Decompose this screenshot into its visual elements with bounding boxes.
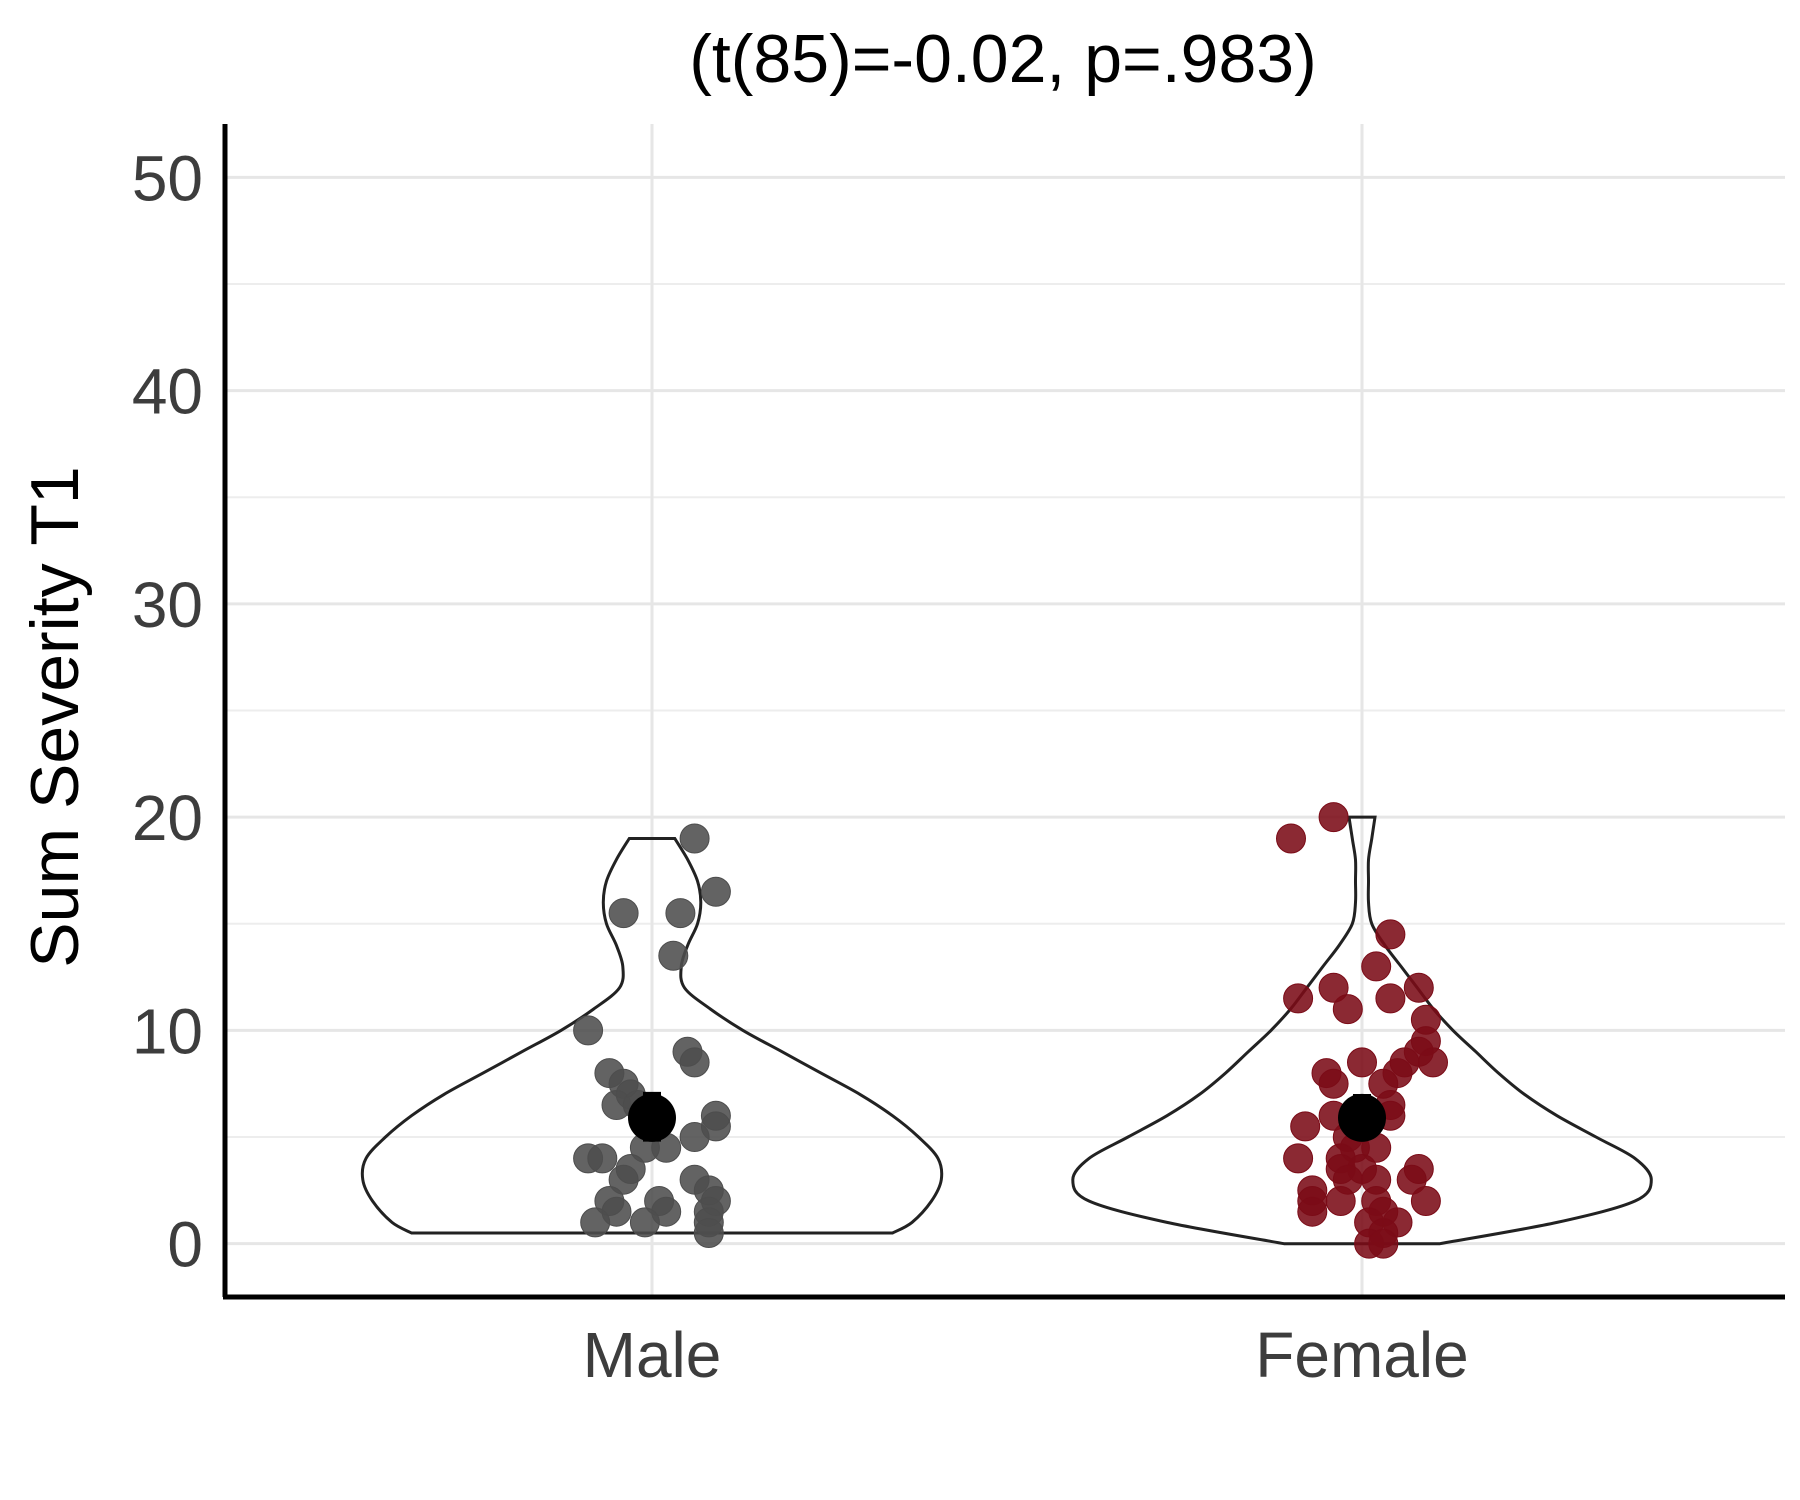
y-tick-label: 50: [132, 142, 203, 214]
x-tick-labels: Male Female: [583, 1319, 1469, 1391]
violin-male: [360, 837, 944, 1235]
chart-title: (t(85)=-0.02, p=.983): [689, 21, 1316, 97]
y-tick-label: 20: [132, 782, 203, 854]
mean-summaries: [628, 1091, 1386, 1142]
data-point: [1276, 823, 1306, 854]
mean-point: [1338, 1093, 1386, 1142]
data-point: [1368, 1228, 1399, 1259]
y-tick-label: 40: [132, 356, 203, 428]
data-point: [608, 898, 639, 929]
data-point: [1283, 1143, 1314, 1174]
data-point: [1318, 972, 1349, 1003]
data-point: [1418, 1047, 1448, 1078]
y-tick-label: 10: [132, 995, 203, 1067]
data-point: [608, 1164, 639, 1195]
y-tick-label: 30: [132, 569, 203, 641]
data-point: [1403, 972, 1434, 1003]
data-point: [679, 1122, 710, 1153]
gridlines: [225, 124, 1785, 1297]
data-point: [693, 1218, 724, 1249]
data-point: [665, 898, 696, 929]
violin-female: [1071, 815, 1653, 1246]
data-point: [679, 1047, 710, 1078]
data-point: [1361, 951, 1392, 982]
x-tick-label: Female: [1255, 1319, 1468, 1391]
data-point: [658, 940, 689, 971]
data-point: [1375, 983, 1406, 1014]
data-point: [700, 876, 731, 907]
data-point: [573, 1015, 604, 1046]
data-point: [679, 823, 710, 854]
data-point: [1318, 802, 1349, 833]
x-tick-label: Male: [583, 1319, 722, 1391]
data-point: [1375, 919, 1406, 950]
data-point: [629, 1207, 660, 1238]
data-point: [1410, 1186, 1441, 1217]
data-point: [1318, 1068, 1349, 1099]
data-point: [1283, 983, 1314, 1014]
y-axis-label: Sum Severity T1: [17, 466, 93, 967]
violins: [360, 815, 1653, 1246]
y-tick-labels: 0 10 20 30 40 50: [132, 142, 203, 1280]
data-point: [1332, 994, 1363, 1025]
data-point: [1325, 1186, 1356, 1217]
mean-point: [628, 1093, 676, 1142]
data-point: [1297, 1196, 1328, 1227]
data-point: [1290, 1111, 1321, 1142]
y-tick-label: 0: [167, 1209, 203, 1281]
data-point: [580, 1207, 611, 1238]
axes: [222, 124, 1785, 1300]
data-point: [1396, 1164, 1427, 1195]
data-point: [1347, 1047, 1377, 1078]
data-point: [587, 1143, 618, 1174]
